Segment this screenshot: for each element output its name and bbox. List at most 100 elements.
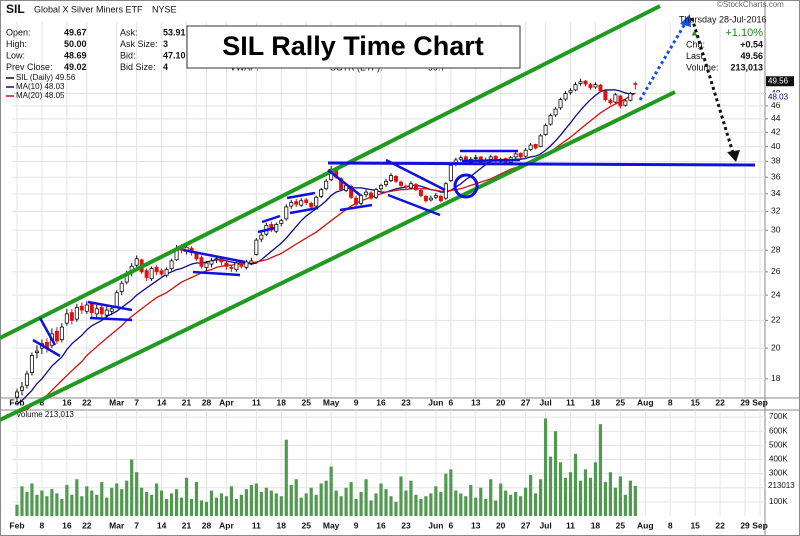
candle-body — [134, 258, 139, 266]
copyright: ©StockCharts.com — [717, 0, 784, 9]
volume-bar — [90, 490, 94, 516]
candle-body — [279, 220, 284, 224]
volume-bar — [573, 453, 578, 516]
volume-bar — [494, 500, 498, 516]
x-tick-label: Apr — [219, 397, 234, 407]
volume-bar — [449, 469, 453, 516]
volume-bar — [40, 490, 44, 516]
legend-name: SIL (Daily) — [16, 73, 53, 82]
x-tick-label: 18 — [277, 397, 287, 407]
candle-body — [393, 176, 398, 182]
x-tick-label: 25 — [301, 397, 311, 407]
volume-bar — [414, 494, 418, 516]
y-tick-label: 500K — [769, 440, 788, 449]
x-tick-label: 11 — [566, 520, 575, 530]
x-tick-label: 15 — [690, 520, 700, 530]
volume-bar — [384, 489, 388, 516]
quote-value: 49.56 — [740, 51, 763, 61]
volume-bar — [369, 500, 373, 516]
y-tick-label: 300K — [769, 469, 788, 478]
volume-bar — [434, 486, 438, 516]
x-tick-label: 14 — [157, 520, 167, 530]
candle-body — [349, 185, 354, 198]
candle-body — [448, 164, 453, 181]
candle-body — [553, 108, 558, 116]
volume-bar — [279, 496, 283, 516]
quote-label: High: — [6, 39, 27, 49]
volume-bar — [558, 462, 563, 516]
x-tick-label: Feb — [9, 520, 24, 530]
volume-bar — [489, 479, 493, 516]
candle-body — [598, 84, 603, 91]
volume-bar — [334, 490, 338, 516]
annotation-title: SIL Rally Time Chart — [222, 31, 484, 61]
x-tick-label: 15 — [690, 397, 700, 407]
x-tick-label: 16 — [62, 397, 72, 407]
volume-bar — [120, 489, 124, 516]
candle-body — [364, 191, 369, 196]
candle-body — [304, 199, 309, 203]
candle-body — [443, 183, 448, 199]
volume-bar — [189, 499, 194, 516]
x-tick-label: 13 — [471, 397, 481, 407]
quote-value: 48.69 — [64, 50, 87, 60]
volume-bar — [229, 486, 234, 516]
candle-body — [254, 239, 259, 255]
last-volume-label: 213013 — [768, 481, 795, 490]
volume-bar — [374, 493, 378, 516]
x-tick-label: May — [323, 520, 340, 530]
x-tick-label: 21 — [182, 397, 192, 407]
quote-label: Volume: — [686, 62, 719, 72]
volume-bar — [254, 483, 258, 516]
quote-label: Prev Close: — [6, 62, 53, 72]
volume-bar — [409, 480, 413, 516]
volume-bar — [264, 487, 268, 516]
volume-bar — [314, 494, 318, 516]
candle-body — [433, 195, 438, 198]
candle-body — [89, 303, 94, 313]
volume-bar — [603, 482, 608, 516]
volume-bar — [613, 487, 617, 516]
last-price-label: 49.56 — [768, 76, 789, 85]
volume-bar — [80, 496, 84, 516]
candle-body — [578, 81, 583, 84]
volume-bar — [299, 497, 303, 516]
quote-label: Low: — [6, 50, 25, 60]
volume-bar — [349, 482, 353, 516]
candle-body — [159, 270, 164, 275]
x-tick-label: 18 — [591, 520, 601, 530]
x-tick-label: 18 — [277, 520, 287, 530]
candle-body — [224, 262, 229, 267]
volume-bar — [484, 499, 488, 516]
candle-body — [573, 84, 578, 91]
candle-body — [299, 200, 304, 206]
volume-bar — [464, 496, 468, 516]
candle-body — [249, 260, 254, 264]
candle-body — [568, 90, 573, 93]
volume-bar — [469, 484, 473, 516]
labels: Feb Feb 8 8 16 16 22 22 Mar Mar 7 7 14 14 21 21 28 28 Apr A… — [6, 73, 795, 530]
volume-bar — [50, 489, 54, 516]
volume-bar — [429, 493, 433, 516]
exchange: NYSE — [152, 4, 177, 14]
volume-bar — [519, 496, 523, 516]
volume-bar — [164, 499, 169, 516]
x-tick-label: 23 — [401, 397, 411, 407]
y-tick-label: 32 — [771, 206, 781, 216]
volume-bar — [289, 484, 293, 516]
volume-bar — [359, 491, 363, 516]
volume-bar — [444, 473, 448, 516]
y-tick-label: 42 — [771, 127, 781, 137]
volume-bar — [543, 418, 548, 516]
volume-bar — [628, 480, 632, 516]
quote-value: 50.00 — [64, 39, 87, 49]
candle-body — [379, 184, 384, 190]
candle-body — [244, 261, 249, 268]
candle-body — [289, 202, 294, 207]
x-tick-label: 7 — [134, 397, 139, 407]
candle-body — [64, 313, 69, 324]
candle-body — [543, 125, 548, 135]
y-tick-label: 28 — [771, 245, 781, 255]
x-tick-label: 23 — [401, 520, 411, 530]
candle-body — [209, 260, 214, 265]
